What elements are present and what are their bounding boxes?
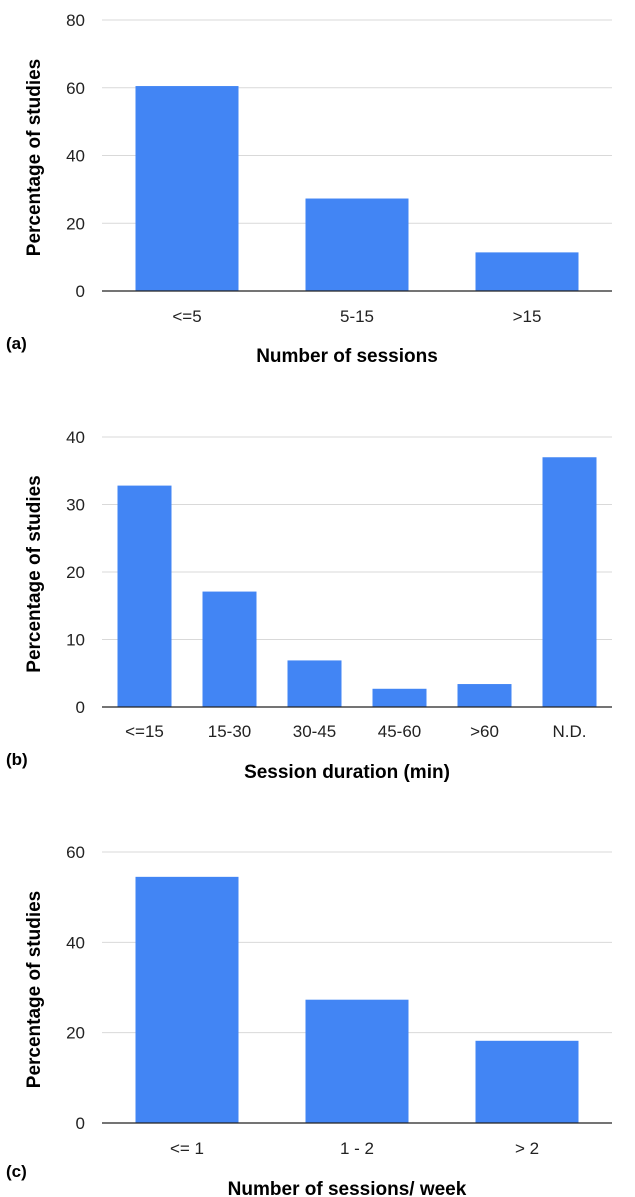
- bar: [457, 684, 512, 707]
- x-axis-label: Number of sessions: [256, 346, 438, 367]
- bar: [372, 688, 427, 707]
- panel-label: (a): [6, 334, 27, 353]
- y-tick-label: 40: [66, 147, 85, 166]
- x-tick-label: 30-45: [293, 722, 336, 741]
- y-tick-label: 0: [76, 282, 85, 301]
- bar: [305, 198, 409, 291]
- y-tick-label: 30: [66, 496, 85, 515]
- x-axis-label: Number of sessions/ week: [228, 1179, 467, 1197]
- x-tick-label: 45-60: [378, 722, 421, 741]
- y-tick-label: 10: [66, 631, 85, 650]
- x-tick-label: >15: [513, 307, 542, 326]
- y-tick-label: 20: [66, 214, 85, 233]
- panel-label: (c): [6, 1162, 27, 1181]
- bar: [135, 86, 239, 292]
- panel-label: (b): [6, 750, 28, 769]
- x-tick-labels: <=15 15-30 30-45 45-60 >60 N.D.: [125, 722, 586, 741]
- bar: [117, 485, 172, 707]
- y-tick-label: 0: [76, 1114, 85, 1133]
- x-tick-label: <=15: [125, 722, 164, 741]
- y-tick-label: 40: [66, 428, 85, 447]
- x-tick-label: 5-15: [340, 307, 374, 326]
- y-tick-labels: 0 10 20 30 40: [66, 428, 85, 717]
- chart-panel-a: 0 20 40 60 80 <=5 5-15 >15 Percentage of studi…: [6, 11, 612, 367]
- y-tick-label: 60: [66, 79, 85, 98]
- y-axis-label: Percentage of studies: [24, 475, 45, 672]
- bar: [475, 1040, 579, 1123]
- gridlines: [102, 436, 612, 640]
- y-tick-labels: 0 20 40 60: [66, 843, 85, 1133]
- x-tick-label: <=5: [172, 307, 201, 326]
- bar: [287, 660, 342, 707]
- y-tick-label: 60: [66, 843, 85, 862]
- y-tick-labels: 0 20 40 60 80: [66, 11, 85, 301]
- bar: [475, 252, 579, 291]
- chart-panel-b: 0 10 20 30 40 <=15 15-30 30-45 45-60 >60 N.D. Per…: [6, 428, 612, 783]
- y-tick-label: 0: [76, 698, 85, 717]
- y-tick-label: 20: [66, 563, 85, 582]
- bar: [135, 876, 239, 1123]
- y-axis-label: Percentage of studies: [24, 891, 45, 1088]
- x-tick-label: 15-30: [208, 722, 251, 741]
- bar: [305, 999, 409, 1123]
- x-tick-label: > 2: [515, 1139, 539, 1158]
- x-tick-label: 1 - 2: [340, 1139, 374, 1158]
- bar: [542, 457, 597, 707]
- x-tick-label: N.D.: [553, 722, 587, 741]
- x-tick-labels: <= 1 1 - 2 > 2: [170, 1139, 539, 1158]
- chart-panel-c: 0 20 40 60 <= 1 1 - 2 > 2 Percentage of studi…: [6, 843, 612, 1197]
- bars: [135, 876, 579, 1123]
- x-axis-label: Session duration (min): [244, 762, 450, 783]
- bars: [135, 86, 579, 292]
- x-tick-label: >60: [470, 722, 499, 741]
- x-tick-label: <= 1: [170, 1139, 204, 1158]
- x-tick-labels: <=5 5-15 >15: [172, 307, 541, 326]
- bars: [117, 457, 597, 707]
- y-axis-label: Percentage of studies: [24, 59, 45, 256]
- y-tick-label: 40: [66, 933, 85, 952]
- bar: [202, 591, 257, 707]
- y-tick-label: 80: [66, 11, 85, 30]
- y-tick-label: 20: [66, 1024, 85, 1043]
